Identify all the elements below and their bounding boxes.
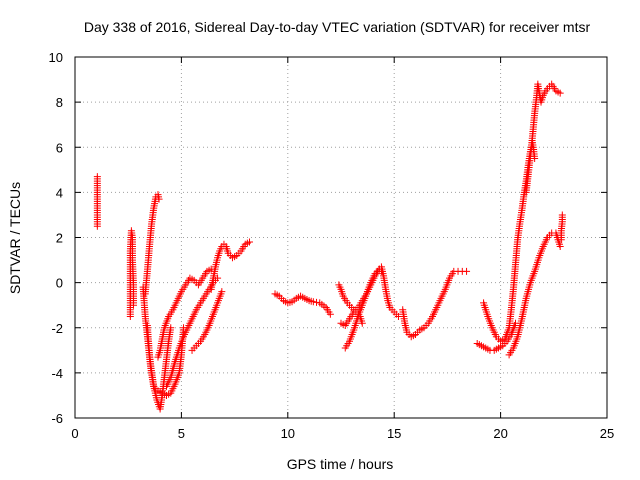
series-arc-5.5h: [188, 288, 226, 354]
x-tick-label: 5: [178, 426, 185, 441]
series-arc-3.5h-b: [141, 191, 163, 298]
y-tick-label: 10: [49, 50, 63, 65]
axis-ticks: [74, 56, 608, 419]
x-axis-label: GPS time / hours: [287, 456, 394, 472]
series-arc-9.5h: [271, 290, 334, 318]
series-arc-12.8h-c: [341, 265, 385, 352]
series-arc-15.5h: [399, 267, 471, 341]
chart-title: Day 338 of 2016, Sidereal Day-to-day VTE…: [84, 19, 591, 35]
data-point: [558, 211, 566, 219]
y-axis-label: SDTVAR / TECUs: [7, 182, 23, 294]
series-track-2.5h: [126, 227, 138, 320]
data-point: [556, 243, 564, 251]
x-tick-label: 10: [281, 426, 295, 441]
series-arc-4.5h-lower: [163, 274, 222, 390]
series-arc-21.5h-top: [522, 80, 564, 196]
data-point: [313, 298, 321, 306]
y-tick-label: -6: [51, 411, 63, 426]
x-tick-label: 25: [600, 426, 614, 441]
data-point: [463, 267, 471, 275]
y-tick-label: 8: [56, 95, 63, 110]
data-point: [167, 324, 175, 332]
data-point: [556, 89, 564, 97]
series-arc-20.5h: [505, 229, 564, 359]
data-point: [245, 238, 253, 246]
data-point: [218, 288, 226, 296]
series-isolated-near-1h: [93, 173, 101, 230]
data-points: [93, 80, 566, 413]
x-tick-label: 15: [387, 426, 401, 441]
data-point: [130, 301, 138, 309]
data-point: [93, 222, 101, 230]
data-point: [358, 319, 366, 327]
y-tick-label: -2: [51, 321, 63, 336]
y-tick-label: 4: [56, 185, 63, 200]
y-tick-label: 0: [56, 276, 63, 291]
series-arc-6.5h: [207, 238, 253, 293]
series-arc-14.5h: [377, 263, 402, 320]
grid-lines: [75, 57, 607, 418]
data-point: [309, 298, 317, 306]
data-point: [155, 195, 163, 203]
axis-tick-labels: 0 5 10 15 20 25 -6 -4 -2 0 2 4 6 8 10: [49, 50, 615, 441]
series-isolated-near-23h: [557, 211, 566, 244]
y-tick-label: 6: [56, 140, 63, 155]
series-arc-4h-rising: [154, 265, 215, 361]
x-tick-label: 20: [493, 426, 507, 441]
x-tick-label: 0: [71, 426, 78, 441]
data-point: [326, 310, 334, 318]
y-tick-label: -4: [51, 366, 63, 381]
y-tick-label: 2: [56, 231, 63, 246]
